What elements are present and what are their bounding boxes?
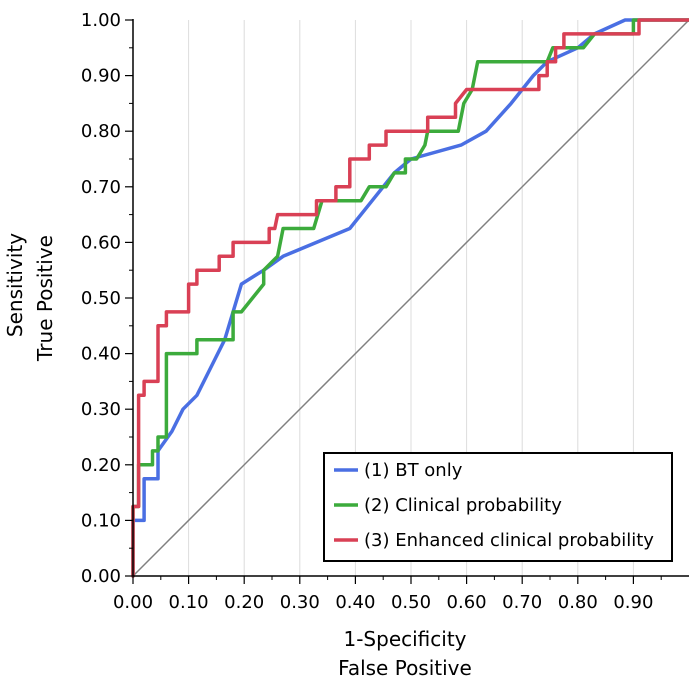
y-tick-label: 0.90 [81, 66, 121, 87]
x-tick-label: 0.80 [558, 592, 598, 613]
legend-box [323, 452, 673, 562]
x-tick-label: 0.40 [335, 592, 375, 613]
y-tick-label: 0.80 [81, 121, 121, 142]
x-axis-label-line1: 1-Specificity [343, 627, 466, 651]
y-axis-label-line1: Sensitivity [3, 233, 27, 337]
x-axis-ticks: 0.00 0.10 0.20 0.30 0.40 0.50 0.60 0.70 0.80 0.90 [113, 576, 662, 613]
x-tick-label: 0.20 [224, 592, 264, 613]
x-tick-label: 0.70 [502, 592, 542, 613]
x-axis-label-line2: False Positive [338, 656, 472, 680]
x-tick-label: 0.30 [280, 592, 320, 613]
y-axis-ticks: 0.00 0.10 0.20 0.30 0.40 0.50 0.60 0.70 0.80 0.90… [81, 10, 133, 587]
x-tick-label: 0.00 [113, 592, 153, 613]
y-tick-label: 0.00 [81, 566, 121, 587]
y-tick-label: 0.60 [81, 232, 121, 253]
x-tick-label: 0.60 [447, 592, 487, 613]
x-tick-label: 0.90 [613, 592, 653, 613]
y-tick-label: 0.20 [81, 455, 121, 476]
y-tick-label: 1.00 [81, 10, 121, 31]
series-line-1 [131, 18, 689, 578]
y-tick-label: 0.40 [81, 344, 121, 365]
y-tick-label: 0.30 [81, 399, 121, 420]
y-tick-label: 0.10 [81, 510, 121, 531]
legend-label-1: (1) BT only [364, 460, 463, 481]
legend-label-2: (2) Clinical probability [364, 495, 562, 516]
y-tick-label: 0.70 [81, 177, 121, 198]
x-tick-label: 0.50 [391, 592, 431, 613]
y-axis-label-line2: True Positive [33, 235, 57, 362]
diagonal-reference-line [132, 19, 689, 577]
series-layer [131, 18, 689, 578]
legend: (1) BT only (2) Clinical probability (3) E… [323, 452, 673, 562]
x-tick-label: 0.10 [169, 592, 209, 613]
reference-line-layer [132, 19, 689, 577]
y-tick-label: 0.50 [81, 288, 121, 309]
series-line-3 [131, 18, 689, 578]
legend-label-3: (3) Enhanced clinical probability [364, 530, 654, 551]
